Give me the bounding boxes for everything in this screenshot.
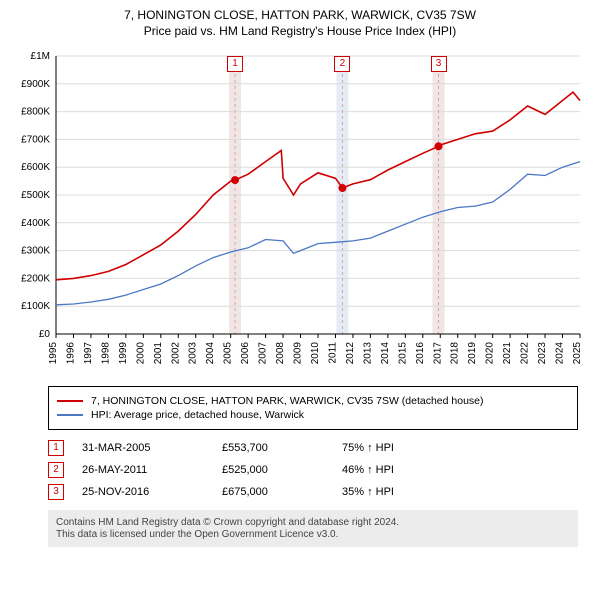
svg-text:2008: 2008 — [275, 342, 286, 365]
svg-text:1998: 1998 — [100, 342, 111, 365]
svg-text:1999: 1999 — [118, 342, 129, 365]
svg-text:£800K: £800K — [21, 107, 50, 118]
svg-text:£600K: £600K — [21, 162, 50, 173]
svg-text:2014: 2014 — [380, 342, 391, 365]
svg-text:2024: 2024 — [555, 342, 566, 365]
chart-title-block: 7, HONINGTON CLOSE, HATTON PARK, WARWICK… — [0, 0, 600, 42]
transaction-delta: 75% ↑ HPI — [342, 442, 442, 454]
transaction-price: £525,000 — [222, 464, 342, 476]
svg-text:2005: 2005 — [223, 342, 234, 365]
svg-text:£900K: £900K — [21, 79, 50, 90]
transactions-table: 1 31-MAR-2005 £553,700 75% ↑ HPI 2 26-MA… — [48, 440, 578, 500]
transaction-marker-icon: 2 — [48, 462, 64, 478]
svg-text:2025: 2025 — [572, 342, 583, 365]
svg-text:£500K: £500K — [21, 190, 50, 201]
svg-text:2007: 2007 — [258, 342, 269, 365]
transaction-price: £553,700 — [222, 442, 342, 454]
legend-item-property: 7, HONINGTON CLOSE, HATTON PARK, WARWICK… — [57, 395, 569, 407]
svg-text:£0: £0 — [39, 329, 51, 340]
svg-text:1997: 1997 — [83, 342, 94, 365]
svg-text:2015: 2015 — [397, 342, 408, 365]
legend: 7, HONINGTON CLOSE, HATTON PARK, WARWICK… — [48, 386, 578, 430]
svg-text:2020: 2020 — [485, 342, 496, 365]
table-row: 1 31-MAR-2005 £553,700 75% ↑ HPI — [48, 440, 578, 456]
footer-line1: Contains HM Land Registry data © Crown c… — [56, 517, 570, 528]
svg-text:2011: 2011 — [327, 342, 338, 364]
svg-text:2002: 2002 — [170, 342, 181, 365]
svg-text:2004: 2004 — [205, 342, 216, 365]
svg-text:2017: 2017 — [432, 342, 443, 365]
attribution-footer: Contains HM Land Registry data © Crown c… — [48, 510, 578, 547]
svg-text:£700K: £700K — [21, 134, 50, 145]
legend-swatch-hpi — [57, 414, 83, 416]
svg-text:2012: 2012 — [345, 342, 356, 365]
svg-text:£100K: £100K — [21, 301, 50, 312]
table-row: 3 25-NOV-2016 £675,000 35% ↑ HPI — [48, 484, 578, 500]
chart-marker-2: 2 — [334, 56, 350, 72]
svg-text:2009: 2009 — [293, 342, 304, 365]
svg-text:£1M: £1M — [31, 51, 50, 62]
svg-text:£300K: £300K — [21, 246, 50, 257]
chart-area: £0 £100K £200K £300K £400K £500K £600K £700K £80… — [10, 48, 590, 378]
chart-svg: £0 £100K £200K £300K £400K £500K £600K £700K £80… — [10, 48, 590, 378]
chart-marker-3: 3 — [431, 56, 447, 72]
title-line2: Price paid vs. HM Land Registry's House … — [10, 24, 590, 38]
title-line1: 7, HONINGTON CLOSE, HATTON PARK, WARWICK… — [10, 8, 590, 22]
svg-text:1996: 1996 — [65, 342, 76, 365]
footer-line2: This data is licensed under the Open Gov… — [56, 529, 570, 540]
transaction-price: £675,000 — [222, 486, 342, 498]
legend-label-property: 7, HONINGTON CLOSE, HATTON PARK, WARWICK… — [91, 395, 484, 407]
svg-text:2019: 2019 — [467, 342, 478, 365]
legend-item-hpi: HPI: Average price, detached house, Warw… — [57, 409, 569, 421]
transaction-date: 31-MAR-2005 — [82, 442, 222, 454]
transaction-delta: 46% ↑ HPI — [342, 464, 442, 476]
svg-text:2016: 2016 — [415, 342, 426, 365]
svg-text:2003: 2003 — [188, 342, 199, 365]
svg-text:2000: 2000 — [135, 342, 146, 365]
svg-text:2006: 2006 — [240, 342, 251, 365]
svg-text:1995: 1995 — [48, 342, 59, 365]
transaction-date: 26-MAY-2011 — [82, 464, 222, 476]
svg-text:2013: 2013 — [362, 342, 373, 365]
svg-text:2022: 2022 — [520, 342, 531, 365]
legend-label-hpi: HPI: Average price, detached house, Warw… — [91, 409, 304, 421]
svg-text:2018: 2018 — [450, 342, 461, 365]
legend-swatch-property — [57, 400, 83, 402]
transaction-date: 25-NOV-2016 — [82, 486, 222, 498]
transaction-delta: 35% ↑ HPI — [342, 486, 442, 498]
svg-text:2021: 2021 — [502, 342, 513, 365]
svg-text:2001: 2001 — [153, 342, 164, 365]
chart-marker-1: 1 — [227, 56, 243, 72]
transaction-marker-icon: 1 — [48, 440, 64, 456]
transaction-marker-icon: 3 — [48, 484, 64, 500]
svg-text:2010: 2010 — [310, 342, 321, 365]
svg-text:£400K: £400K — [21, 218, 50, 229]
table-row: 2 26-MAY-2011 £525,000 46% ↑ HPI — [48, 462, 578, 478]
svg-text:£200K: £200K — [21, 273, 50, 284]
svg-text:2023: 2023 — [537, 342, 548, 365]
